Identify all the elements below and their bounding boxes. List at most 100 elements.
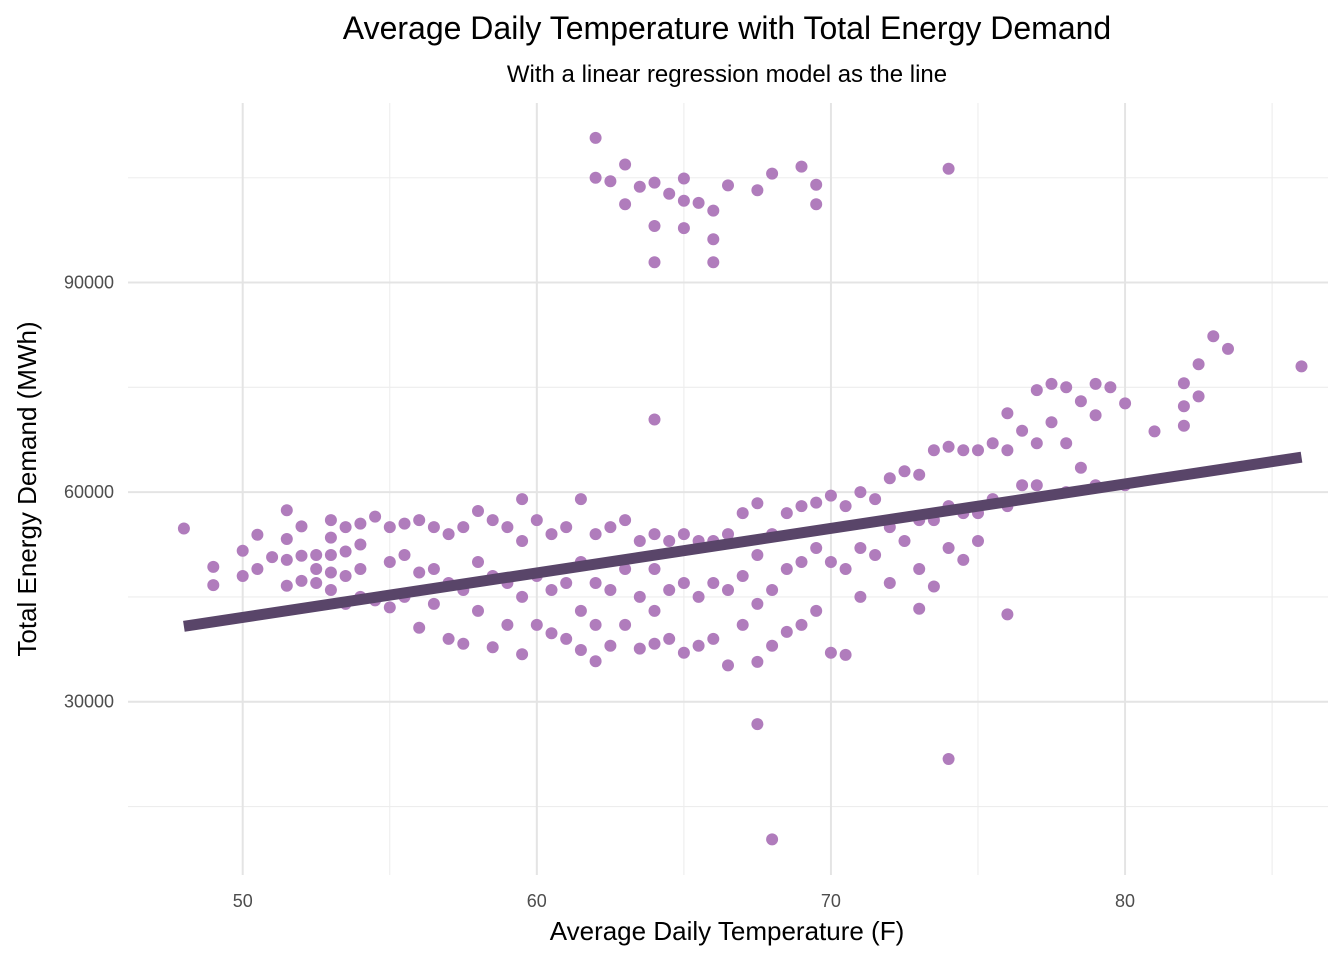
data-point: [1104, 381, 1117, 394]
data-point: [736, 507, 749, 520]
data-point: [383, 521, 396, 534]
data-point: [398, 549, 411, 561]
data-point: [1045, 377, 1058, 390]
data-point: [427, 563, 440, 575]
data-point: [633, 180, 646, 193]
data-point: [310, 577, 323, 589]
data-point: [633, 535, 646, 547]
data-point: [913, 468, 926, 481]
data-point: [692, 590, 705, 603]
data-point: [707, 632, 720, 645]
data-point: [472, 556, 484, 568]
data-point: [1016, 424, 1029, 437]
data-point: [486, 514, 499, 527]
data-point: [648, 176, 661, 189]
data-point: [574, 493, 587, 506]
data-point: [869, 549, 882, 561]
data-point: [457, 637, 470, 650]
data-point: [1192, 390, 1205, 403]
data-point: [619, 198, 632, 211]
data-point: [604, 521, 617, 534]
data-point: [1089, 409, 1102, 422]
data-point: [1295, 360, 1308, 373]
data-point: [516, 590, 529, 603]
data-point: [633, 590, 646, 603]
data-point: [824, 646, 837, 659]
data-point: [677, 577, 690, 589]
data-point: [972, 535, 984, 547]
data-point: [324, 514, 337, 527]
data-point: [545, 584, 558, 596]
data-point: [1016, 479, 1029, 492]
data-point: [1177, 377, 1190, 390]
x-axis-title: Average Daily Temperature (F): [550, 916, 905, 946]
data-point: [854, 542, 867, 554]
regression-line: [183, 451, 1303, 632]
data-point: [677, 172, 690, 185]
data-point: [927, 580, 940, 593]
data-point: [839, 563, 852, 575]
data-point: [207, 560, 220, 573]
data-point: [560, 577, 573, 589]
data-point: [707, 233, 720, 246]
data-point: [1030, 384, 1043, 397]
data-point: [824, 489, 837, 502]
data-point: [369, 510, 382, 523]
data-point: [427, 597, 440, 610]
data-point: [516, 648, 529, 661]
data-point: [648, 413, 661, 426]
data-point: [751, 497, 764, 510]
x-tick-label: 80: [1115, 891, 1135, 911]
data-point: [839, 648, 852, 661]
data-point: [383, 601, 396, 614]
data-point: [1001, 608, 1014, 621]
data-point: [663, 584, 676, 596]
data-point: [707, 256, 720, 269]
data-point: [1192, 358, 1205, 371]
data-point: [236, 570, 249, 582]
data-point: [648, 563, 661, 575]
data-point: [942, 162, 955, 175]
data-point: [589, 131, 602, 144]
data-point: [574, 604, 587, 617]
data-point: [780, 563, 793, 575]
data-point: [589, 618, 602, 631]
data-point: [722, 584, 734, 596]
data-point: [339, 570, 352, 582]
data-point: [722, 659, 734, 672]
data-point: [1222, 342, 1234, 355]
data-point: [177, 522, 190, 535]
data-point: [707, 577, 720, 589]
data-point: [795, 556, 808, 568]
data-point: [472, 604, 484, 617]
data-point: [986, 437, 999, 450]
data-point: [677, 222, 690, 235]
data-point: [766, 833, 779, 846]
data-point: [1207, 330, 1220, 343]
data-point: [1177, 419, 1190, 432]
data-point: [295, 574, 308, 587]
data-point: [1074, 461, 1087, 474]
data-point: [1001, 444, 1014, 457]
data-point: [839, 500, 852, 513]
data-point: [751, 184, 764, 197]
data-point: [324, 549, 337, 561]
data-point: [942, 440, 955, 453]
data-point: [677, 528, 690, 541]
data-point: [442, 632, 455, 645]
data-point: [207, 579, 220, 592]
data-point: [780, 625, 793, 638]
data-point: [280, 504, 293, 517]
data-point: [236, 544, 249, 557]
data-point: [604, 175, 617, 188]
data-point: [339, 545, 352, 558]
data-point: [648, 528, 661, 541]
data-point: [604, 584, 617, 596]
data-point: [883, 577, 896, 589]
data-point: [516, 535, 529, 547]
data-point: [810, 604, 823, 617]
grid: [128, 103, 1328, 875]
data-point: [1030, 437, 1043, 450]
data-point: [413, 621, 426, 634]
data-point: [1060, 381, 1073, 394]
